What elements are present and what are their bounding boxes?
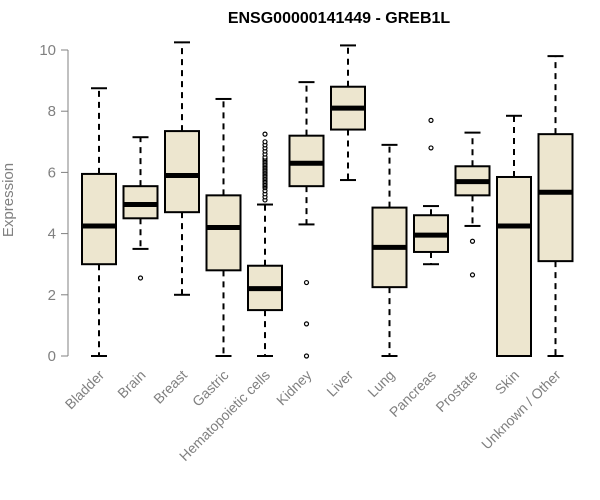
y-tick-label: 6 [48,164,56,181]
box-iqr [205,194,242,272]
y-tick-label: 4 [48,226,56,243]
outlier-point [303,321,310,327]
box-iqr [496,175,532,357]
box-group-4 [247,131,283,357]
y-tick-label: 10 [39,42,56,59]
y-tick-label: 2 [48,287,56,304]
box-group-6 [330,44,366,182]
x-category-label: Breast [150,367,190,407]
box-iqr [81,172,117,266]
outlier-point [469,272,476,278]
x-category-label: Unknown / Other [478,367,564,453]
box-group-3 [205,97,242,357]
outlier-point [262,139,268,145]
box-iqr [164,130,200,214]
box-group-11 [537,55,574,357]
x-category-label: Brain [114,367,148,401]
x-category-label: Bladder [62,367,108,413]
box-group-9 [454,131,491,278]
box-group-5 [288,81,325,359]
outlier-point [303,279,310,286]
chart-title: ENSG00000141449 - GREB1L [228,10,451,27]
outlier-point [428,145,434,151]
x-category-label: Prostate [432,367,480,415]
box-group-0 [81,87,117,357]
box-group-1 [122,136,159,281]
box-group-10 [496,114,532,357]
box-group-2 [164,41,200,296]
outlier-point [428,117,434,123]
box-group-8 [413,117,449,266]
y-axis: 0 2 4 6 8 10 [39,42,69,365]
y-axis-title: Expression [0,163,17,237]
x-category-label: Skin [492,367,523,398]
plot-area [81,41,574,359]
outlier-point [137,275,144,281]
outlier-point [303,353,310,359]
box-iqr [537,133,574,263]
x-category-label: Kidney [273,367,315,409]
outlier-point [262,131,268,137]
box-group-7 [371,143,408,357]
x-category-label: Liver [323,367,356,400]
outlier-point [469,238,476,244]
x-category-label: Lung [364,367,397,400]
y-tick-label: 0 [48,348,56,365]
y-tick-label: 8 [48,103,56,120]
